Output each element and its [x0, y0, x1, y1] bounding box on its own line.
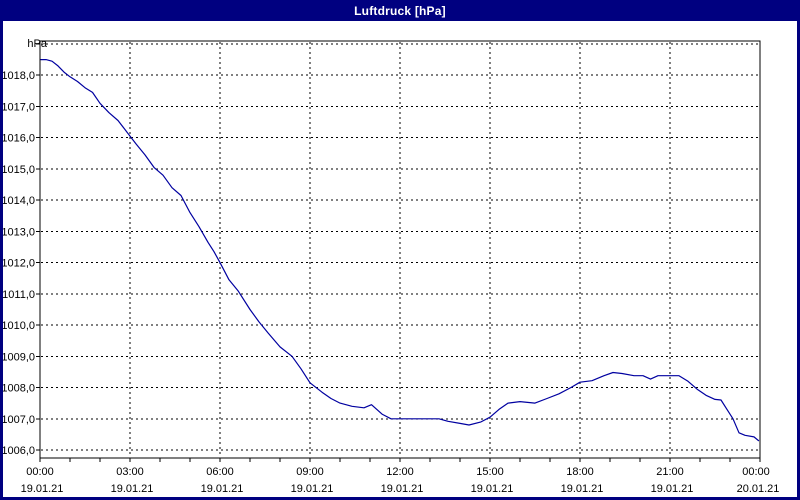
x-tick-time-label: 21:00 — [656, 466, 684, 478]
x-tick-time-label: 06:00 — [206, 466, 234, 478]
x-tick-time-label: 18:00 — [566, 466, 594, 478]
y-tick-label: 1018,0 — [1, 70, 35, 82]
y-tick-label: 1014,0 — [1, 195, 35, 207]
x-tick-date-label: 19.01.21 — [381, 483, 424, 495]
x-tick-date-label: 19.01.21 — [111, 483, 154, 495]
x-tick-date-label: 19.01.21 — [201, 483, 244, 495]
y-tick-label: 1017,0 — [1, 101, 35, 113]
y-tick-label: 1015,0 — [1, 164, 35, 176]
pressure-series-line — [40, 58, 760, 442]
y-tick-label: 1009,0 — [1, 351, 35, 363]
x-tick-date-label: 19.01.21 — [21, 483, 64, 495]
y-tick-label: 1012,0 — [1, 258, 35, 270]
x-tick-date-label: 19.01.21 — [561, 483, 604, 495]
title-bar: Luftdruck [hPa] — [3, 0, 797, 21]
x-tick-time-label: 15:00 — [476, 466, 504, 478]
x-tick-time-label: 12:00 — [386, 466, 414, 478]
x-tick-date-label: 20.01.21 — [737, 483, 780, 495]
y-tick-label: 1016,0 — [1, 133, 35, 145]
y-tick-label: 1008,0 — [1, 383, 35, 395]
window-title: Luftdruck [hPa] — [354, 3, 446, 18]
x-tick-date-label: 19.01.21 — [291, 483, 334, 495]
y-tick-label: 1013,0 — [1, 226, 35, 238]
y-axis-unit-label: hPa — [27, 38, 47, 50]
y-tick-label: 1007,0 — [1, 414, 35, 426]
x-tick-date-label: 19.01.21 — [651, 483, 694, 495]
y-tick-label: 1010,0 — [1, 320, 35, 332]
x-tick-time-label: 09:00 — [296, 466, 324, 478]
x-tick-time-label: 00:00 — [742, 466, 770, 478]
y-tick-label: 1006,0 — [1, 445, 35, 457]
y-tick-label: 1011,0 — [2, 289, 35, 301]
x-tick-time-label: 03:00 — [116, 466, 144, 478]
x-tick-time-label: 00:00 — [26, 466, 54, 478]
x-tick-date-label: 19.01.21 — [471, 483, 514, 495]
